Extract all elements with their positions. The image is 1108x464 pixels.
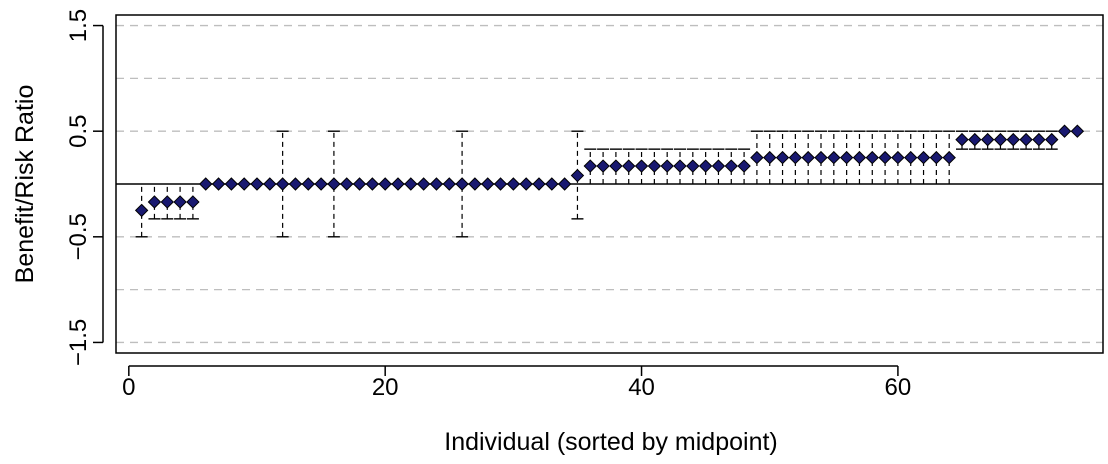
data-point-24 — [429, 177, 444, 191]
data-point-36 — [583, 159, 597, 173]
data-point-53 — [801, 150, 815, 165]
x-axis: 0 20 40 60 — [122, 365, 912, 401]
y-axis: −1.5 −0.5 0.5 1.5 — [65, 9, 104, 366]
x-tick-label-1: 20 — [372, 374, 399, 401]
data-point-17 — [340, 177, 354, 191]
y-tick-label-3: 1.5 — [65, 9, 92, 42]
data-point-37 — [596, 159, 610, 173]
data-point-4 — [173, 195, 187, 209]
data-point-5 — [186, 195, 200, 209]
data-point-61 — [904, 150, 918, 165]
grid-lines — [116, 24, 1103, 344]
data-point-10 — [250, 177, 264, 191]
data-point-69 — [1006, 132, 1020, 147]
data-point-23 — [416, 177, 431, 191]
data-point-66 — [968, 132, 982, 147]
data-point-63 — [929, 150, 944, 165]
data-point-64 — [942, 150, 956, 165]
data-point-70 — [1019, 132, 1033, 147]
data-point-73 — [1057, 124, 1072, 138]
data-point-39 — [622, 159, 636, 173]
data-point-67 — [980, 132, 995, 147]
data-point-54 — [814, 150, 828, 165]
data-point-52 — [788, 150, 803, 165]
data-point-40 — [634, 159, 649, 173]
x-axis-label: Individual (sorted by midpoint) — [444, 428, 778, 456]
x-tick-label-2: 40 — [628, 374, 655, 401]
data-point-29 — [493, 177, 508, 191]
data-point-2 — [147, 195, 162, 209]
data-point-34 — [557, 177, 572, 191]
y-tick-label-2: 0.5 — [65, 115, 92, 148]
data-point-33 — [545, 177, 559, 191]
data-point-8 — [224, 177, 239, 191]
data-point-27 — [468, 177, 482, 191]
data-point-19 — [365, 177, 380, 191]
data-point-44 — [686, 159, 700, 173]
data-point-28 — [481, 177, 495, 191]
data-point-42 — [660, 159, 674, 173]
data-point-51 — [775, 150, 790, 165]
data-points — [134, 124, 1085, 218]
data-point-35 — [570, 168, 585, 183]
data-point-31 — [519, 177, 533, 191]
data-point-48 — [737, 159, 751, 173]
data-point-1 — [134, 203, 149, 218]
data-point-38 — [609, 159, 623, 173]
data-point-50 — [763, 150, 777, 165]
y-tick-label-0: −1.5 — [65, 319, 92, 366]
data-point-21 — [391, 177, 405, 191]
data-point-26 — [455, 177, 469, 191]
data-point-13 — [288, 177, 303, 191]
data-point-11 — [263, 177, 277, 191]
data-point-68 — [993, 132, 1008, 147]
data-point-72 — [1045, 132, 1059, 147]
data-point-12 — [275, 177, 290, 191]
data-point-32 — [532, 177, 546, 191]
error-bars — [135, 130, 1084, 238]
y-axis-label: Benefit/Risk Ratio — [11, 85, 39, 284]
data-point-6 — [199, 177, 213, 191]
data-point-7 — [211, 177, 226, 191]
data-point-30 — [506, 177, 521, 191]
data-point-59 — [878, 150, 892, 165]
data-point-57 — [852, 150, 867, 165]
data-point-9 — [237, 177, 251, 191]
data-point-45 — [698, 159, 713, 173]
data-point-62 — [916, 150, 931, 165]
data-point-16 — [327, 177, 341, 191]
plot-frame — [115, 14, 1104, 354]
data-point-46 — [711, 159, 726, 173]
data-point-20 — [378, 177, 392, 191]
data-point-15 — [314, 177, 328, 191]
data-point-74 — [1070, 124, 1085, 138]
data-point-22 — [404, 177, 418, 191]
data-point-55 — [827, 150, 841, 165]
data-point-47 — [724, 159, 738, 173]
x-tick-label-0: 0 — [122, 374, 135, 401]
x-tick-label-3: 60 — [885, 374, 912, 401]
data-point-56 — [839, 150, 854, 165]
data-point-65 — [955, 132, 969, 147]
data-point-43 — [673, 159, 687, 173]
data-point-14 — [301, 177, 315, 191]
data-point-71 — [1032, 132, 1046, 147]
data-point-58 — [865, 150, 879, 165]
data-point-60 — [891, 150, 905, 165]
data-point-41 — [647, 159, 662, 173]
data-point-3 — [160, 195, 174, 209]
y-tick-label-1: −0.5 — [65, 213, 92, 260]
data-point-25 — [442, 177, 456, 191]
data-point-49 — [750, 150, 764, 165]
data-point-18 — [352, 177, 367, 191]
